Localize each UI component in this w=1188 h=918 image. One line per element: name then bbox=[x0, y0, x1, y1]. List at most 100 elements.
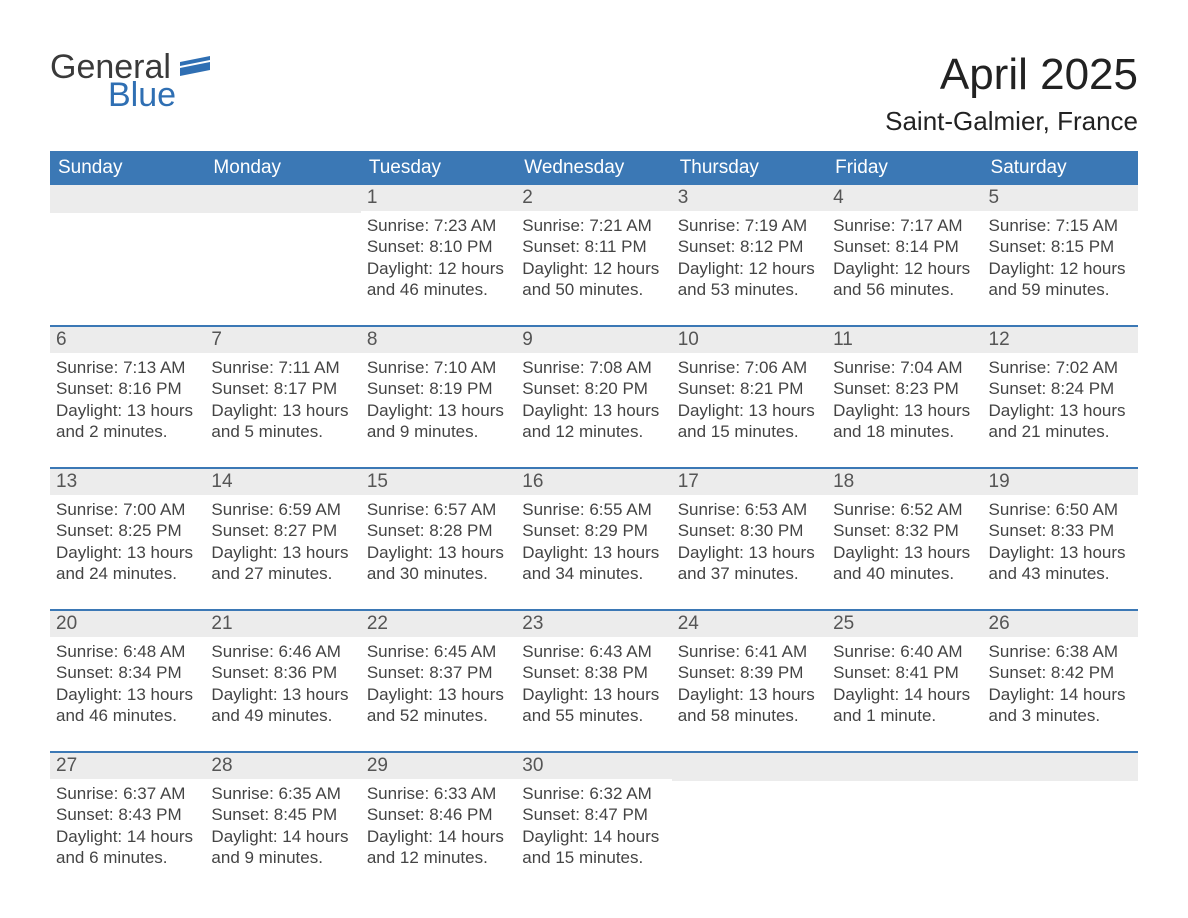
calendar-day: 28Sunrise: 6:35 AMSunset: 8:45 PMDayligh… bbox=[205, 753, 360, 893]
day-number: 3 bbox=[672, 185, 827, 211]
calendar-day: 5Sunrise: 7:15 AMSunset: 8:15 PMDaylight… bbox=[983, 185, 1138, 326]
calendar-table: SundayMondayTuesdayWednesdayThursdayFrid… bbox=[50, 151, 1138, 893]
day-body: Sunrise: 7:08 AMSunset: 8:20 PMDaylight:… bbox=[516, 353, 671, 452]
calendar-day-empty bbox=[983, 753, 1138, 893]
calendar-day: 16Sunrise: 6:55 AMSunset: 8:29 PMDayligh… bbox=[516, 469, 671, 610]
daylight-line: Daylight: 13 hours and 12 minutes. bbox=[522, 400, 665, 443]
day-number: 5 bbox=[983, 185, 1138, 211]
day-number: 21 bbox=[205, 611, 360, 637]
day-body bbox=[50, 213, 205, 307]
sunset-line: Sunset: 8:33 PM bbox=[989, 520, 1132, 541]
daylight-line: Daylight: 13 hours and 5 minutes. bbox=[211, 400, 354, 443]
sunset-line: Sunset: 8:45 PM bbox=[211, 804, 354, 825]
day-number bbox=[983, 753, 1138, 781]
day-body: Sunrise: 6:37 AMSunset: 8:43 PMDaylight:… bbox=[50, 779, 205, 878]
day-number: 20 bbox=[50, 611, 205, 637]
sunset-line: Sunset: 8:25 PM bbox=[56, 520, 199, 541]
daylight-line: Daylight: 14 hours and 3 minutes. bbox=[989, 684, 1132, 727]
day-body: Sunrise: 6:52 AMSunset: 8:32 PMDaylight:… bbox=[827, 495, 982, 594]
calendar-day-empty bbox=[205, 185, 360, 326]
calendar-day-empty bbox=[827, 753, 982, 893]
calendar-day: 19Sunrise: 6:50 AMSunset: 8:33 PMDayligh… bbox=[983, 469, 1138, 610]
calendar-page: General Blue April 2025 Saint-Galmier, F… bbox=[0, 0, 1188, 893]
sunrise-line: Sunrise: 6:41 AM bbox=[678, 641, 821, 662]
calendar-day: 1Sunrise: 7:23 AMSunset: 8:10 PMDaylight… bbox=[361, 185, 516, 326]
calendar-day: 2Sunrise: 7:21 AMSunset: 8:11 PMDaylight… bbox=[516, 185, 671, 326]
weekday-header: Friday bbox=[827, 151, 982, 185]
daylight-line: Daylight: 12 hours and 56 minutes. bbox=[833, 258, 976, 301]
calendar-day: 12Sunrise: 7:02 AMSunset: 8:24 PMDayligh… bbox=[983, 327, 1138, 468]
day-body: Sunrise: 7:13 AMSunset: 8:16 PMDaylight:… bbox=[50, 353, 205, 452]
day-number bbox=[205, 185, 360, 213]
daylight-line: Daylight: 13 hours and 43 minutes. bbox=[989, 542, 1132, 585]
sunrise-line: Sunrise: 6:46 AM bbox=[211, 641, 354, 662]
day-body: Sunrise: 6:59 AMSunset: 8:27 PMDaylight:… bbox=[205, 495, 360, 594]
sunset-line: Sunset: 8:28 PM bbox=[367, 520, 510, 541]
calendar-day-empty bbox=[50, 185, 205, 326]
day-number bbox=[672, 753, 827, 781]
calendar-week: 1Sunrise: 7:23 AMSunset: 8:10 PMDaylight… bbox=[50, 185, 1138, 326]
daylight-line: Daylight: 13 hours and 49 minutes. bbox=[211, 684, 354, 727]
calendar-day: 30Sunrise: 6:32 AMSunset: 8:47 PMDayligh… bbox=[516, 753, 671, 893]
day-number: 25 bbox=[827, 611, 982, 637]
daylight-line: Daylight: 12 hours and 46 minutes. bbox=[367, 258, 510, 301]
sunset-line: Sunset: 8:16 PM bbox=[56, 378, 199, 399]
day-body: Sunrise: 7:10 AMSunset: 8:19 PMDaylight:… bbox=[361, 353, 516, 452]
day-number: 12 bbox=[983, 327, 1138, 353]
daylight-line: Daylight: 13 hours and 9 minutes. bbox=[367, 400, 510, 443]
day-body: Sunrise: 6:50 AMSunset: 8:33 PMDaylight:… bbox=[983, 495, 1138, 594]
day-number: 1 bbox=[361, 185, 516, 211]
sunset-line: Sunset: 8:34 PM bbox=[56, 662, 199, 683]
sunrise-line: Sunrise: 7:04 AM bbox=[833, 357, 976, 378]
day-number: 24 bbox=[672, 611, 827, 637]
sunrise-line: Sunrise: 6:50 AM bbox=[989, 499, 1132, 520]
day-number: 22 bbox=[361, 611, 516, 637]
daylight-line: Daylight: 12 hours and 59 minutes. bbox=[989, 258, 1132, 301]
day-number: 4 bbox=[827, 185, 982, 211]
calendar-day: 18Sunrise: 6:52 AMSunset: 8:32 PMDayligh… bbox=[827, 469, 982, 610]
daylight-line: Daylight: 13 hours and 46 minutes. bbox=[56, 684, 199, 727]
day-body: Sunrise: 7:02 AMSunset: 8:24 PMDaylight:… bbox=[983, 353, 1138, 452]
calendar-header: SundayMondayTuesdayWednesdayThursdayFrid… bbox=[50, 151, 1138, 185]
day-number: 17 bbox=[672, 469, 827, 495]
sunset-line: Sunset: 8:24 PM bbox=[989, 378, 1132, 399]
day-body: Sunrise: 7:11 AMSunset: 8:17 PMDaylight:… bbox=[205, 353, 360, 452]
day-number: 18 bbox=[827, 469, 982, 495]
sunset-line: Sunset: 8:23 PM bbox=[833, 378, 976, 399]
calendar-body: 1Sunrise: 7:23 AMSunset: 8:10 PMDaylight… bbox=[50, 185, 1138, 893]
sunset-line: Sunset: 8:38 PM bbox=[522, 662, 665, 683]
calendar-day: 27Sunrise: 6:37 AMSunset: 8:43 PMDayligh… bbox=[50, 753, 205, 893]
day-body: Sunrise: 7:19 AMSunset: 8:12 PMDaylight:… bbox=[672, 211, 827, 310]
calendar-day: 22Sunrise: 6:45 AMSunset: 8:37 PMDayligh… bbox=[361, 611, 516, 752]
sunrise-line: Sunrise: 6:48 AM bbox=[56, 641, 199, 662]
day-number: 7 bbox=[205, 327, 360, 353]
sunrise-line: Sunrise: 6:35 AM bbox=[211, 783, 354, 804]
daylight-line: Daylight: 13 hours and 52 minutes. bbox=[367, 684, 510, 727]
sunset-line: Sunset: 8:19 PM bbox=[367, 378, 510, 399]
calendar-day: 25Sunrise: 6:40 AMSunset: 8:41 PMDayligh… bbox=[827, 611, 982, 752]
sunrise-line: Sunrise: 6:59 AM bbox=[211, 499, 354, 520]
calendar-day: 7Sunrise: 7:11 AMSunset: 8:17 PMDaylight… bbox=[205, 327, 360, 468]
sunrise-line: Sunrise: 6:55 AM bbox=[522, 499, 665, 520]
sunset-line: Sunset: 8:21 PM bbox=[678, 378, 821, 399]
day-number: 26 bbox=[983, 611, 1138, 637]
weekday-header: Tuesday bbox=[361, 151, 516, 185]
sunrise-line: Sunrise: 6:43 AM bbox=[522, 641, 665, 662]
sunrise-line: Sunrise: 7:08 AM bbox=[522, 357, 665, 378]
daylight-line: Daylight: 13 hours and 18 minutes. bbox=[833, 400, 976, 443]
day-body: Sunrise: 6:43 AMSunset: 8:38 PMDaylight:… bbox=[516, 637, 671, 736]
calendar-week: 6Sunrise: 7:13 AMSunset: 8:16 PMDaylight… bbox=[50, 327, 1138, 468]
day-body: Sunrise: 6:35 AMSunset: 8:45 PMDaylight:… bbox=[205, 779, 360, 878]
sunset-line: Sunset: 8:32 PM bbox=[833, 520, 976, 541]
daylight-line: Daylight: 13 hours and 15 minutes. bbox=[678, 400, 821, 443]
sunset-line: Sunset: 8:41 PM bbox=[833, 662, 976, 683]
day-body: Sunrise: 7:23 AMSunset: 8:10 PMDaylight:… bbox=[361, 211, 516, 310]
day-body: Sunrise: 6:45 AMSunset: 8:37 PMDaylight:… bbox=[361, 637, 516, 736]
day-number: 6 bbox=[50, 327, 205, 353]
calendar-day: 9Sunrise: 7:08 AMSunset: 8:20 PMDaylight… bbox=[516, 327, 671, 468]
day-number: 19 bbox=[983, 469, 1138, 495]
daylight-line: Daylight: 12 hours and 53 minutes. bbox=[678, 258, 821, 301]
sunrise-line: Sunrise: 7:21 AM bbox=[522, 215, 665, 236]
day-body bbox=[983, 781, 1138, 875]
calendar-day: 3Sunrise: 7:19 AMSunset: 8:12 PMDaylight… bbox=[672, 185, 827, 326]
